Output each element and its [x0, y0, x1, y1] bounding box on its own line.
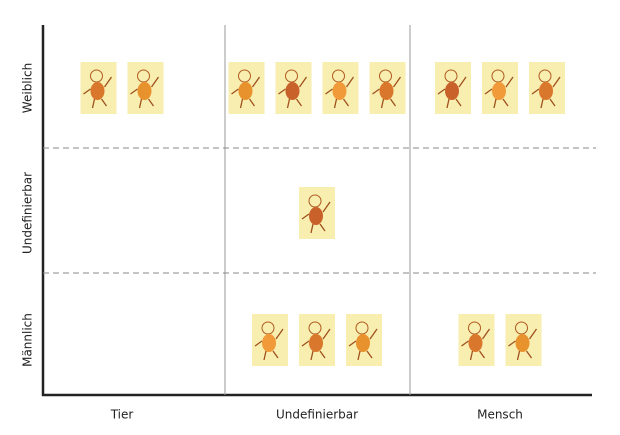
head: [379, 69, 392, 83]
head: [285, 69, 298, 83]
body: [309, 207, 323, 225]
head: [308, 321, 322, 335]
body: [492, 82, 506, 100]
body: [356, 334, 370, 352]
body: [539, 82, 553, 100]
body: [137, 82, 152, 100]
limbs: [372, 76, 402, 109]
figure-card: [80, 62, 117, 114]
limbs: [278, 76, 308, 109]
figure-card: [369, 62, 406, 114]
body: [238, 82, 253, 100]
body: [332, 82, 347, 100]
limbs: [83, 76, 113, 109]
head: [444, 69, 458, 83]
row-label: Männlich: [21, 313, 35, 367]
column-label: Tier: [110, 408, 134, 422]
figure-card: [505, 314, 542, 366]
figure-card: [127, 62, 164, 114]
limbs: [531, 76, 561, 109]
limbs: [437, 76, 467, 109]
limbs: [461, 328, 491, 361]
head: [515, 321, 528, 335]
head: [238, 69, 251, 83]
head: [308, 194, 322, 208]
limbs: [348, 328, 378, 361]
limbs: [325, 76, 355, 109]
body: [379, 82, 394, 100]
head: [468, 321, 481, 335]
limbs: [301, 328, 331, 361]
body: [468, 334, 483, 352]
body: [445, 82, 459, 100]
limbs: [254, 328, 284, 361]
body: [90, 82, 105, 100]
row-label: Weiblich: [21, 63, 35, 113]
body: [262, 334, 276, 352]
row-label: Undefinierbar: [21, 172, 35, 254]
figure-card: [322, 62, 359, 114]
figure-card: [346, 314, 382, 366]
figure-card: [482, 62, 518, 114]
figure-card: [252, 314, 288, 366]
head: [137, 69, 150, 83]
limbs: [231, 76, 261, 109]
figure-card: [435, 62, 471, 114]
figure-card: [299, 187, 335, 239]
figure-card: [299, 314, 335, 366]
limbs: [484, 76, 514, 109]
head: [491, 69, 505, 83]
figure-card: [529, 62, 565, 114]
head: [538, 69, 552, 83]
body: [515, 334, 530, 352]
limbs: [130, 76, 160, 109]
head: [355, 321, 369, 335]
limbs: [301, 201, 331, 234]
figure-card: [458, 314, 495, 366]
head: [261, 321, 275, 335]
head: [332, 69, 345, 83]
column-label: Mensch: [477, 408, 523, 422]
figure-card: [228, 62, 265, 114]
figure-card: [275, 62, 312, 114]
body: [309, 334, 323, 352]
head: [90, 69, 103, 83]
column-label: Undefinierbar: [276, 408, 358, 422]
limbs: [508, 328, 538, 361]
body: [285, 82, 300, 100]
